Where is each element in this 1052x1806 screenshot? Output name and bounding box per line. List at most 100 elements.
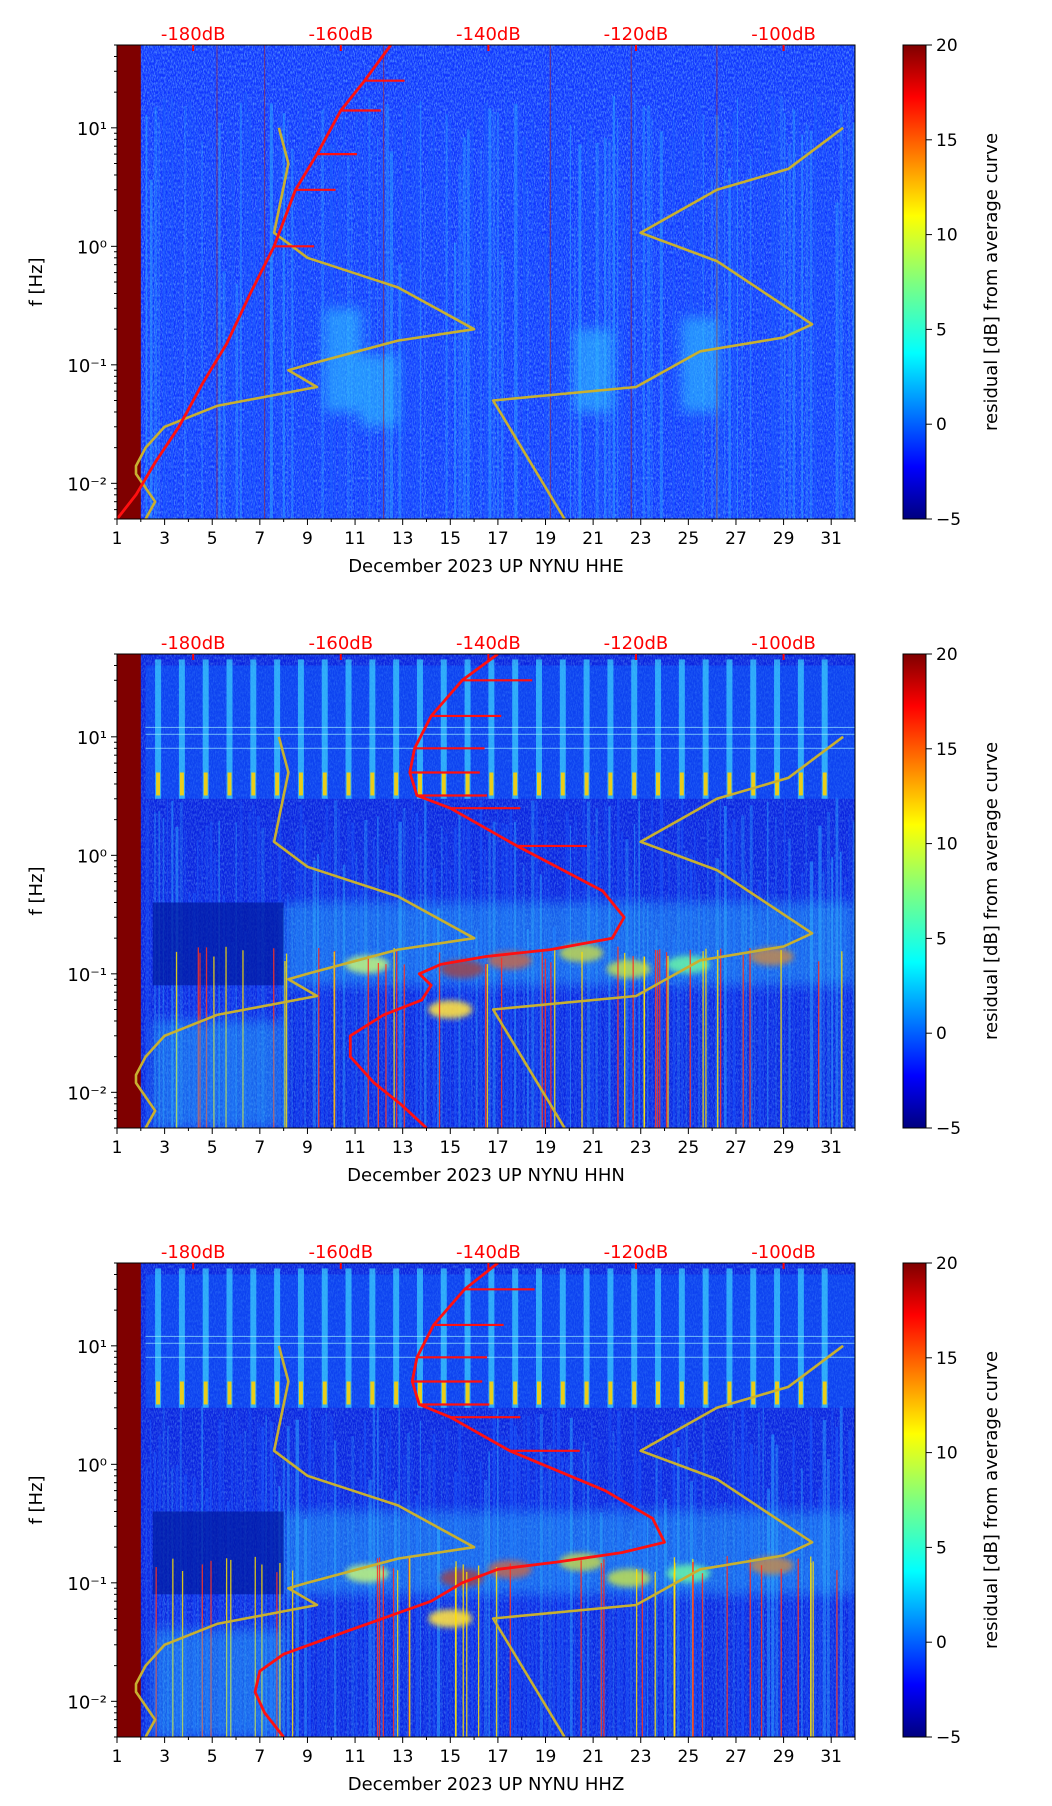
db-label: -180dB: [161, 1242, 226, 1263]
streak: [372, 138, 375, 519]
colorbar-tick-label: 15: [936, 1349, 958, 1369]
streak: [205, 1487, 209, 1737]
hf-comb: [416, 659, 423, 799]
streak: [321, 109, 325, 519]
streak: [655, 93, 657, 519]
hf-comb-base: [656, 1381, 661, 1405]
streak: [646, 902, 649, 1128]
hf-comb: [535, 1268, 542, 1408]
streak: [368, 874, 370, 1128]
hf-comb: [512, 659, 519, 799]
streak: [518, 108, 520, 519]
streak: [711, 1467, 713, 1737]
microseism-blob: [428, 1000, 473, 1019]
hf-comb: [393, 659, 400, 799]
hf-comb: [178, 1268, 185, 1408]
streak: [514, 103, 518, 519]
colorbar-tick-label: 5: [936, 929, 947, 949]
streak: [565, 1457, 569, 1737]
colorbar: 20 15 10 5 0 −5 residual [dB] from average cur…: [902, 36, 1002, 530]
streak: [655, 1457, 658, 1737]
hf-comb-base: [156, 772, 161, 796]
colorbar-tick-label: 15: [936, 740, 958, 760]
streak: [526, 185, 529, 519]
y-tick-label: 10⁻¹: [67, 356, 107, 377]
streak: [766, 294, 770, 519]
streak: [454, 242, 457, 519]
streak: [316, 854, 319, 1128]
db-label: -140dB: [456, 633, 521, 654]
x-tick-label: 5: [207, 1747, 218, 1767]
streak: [171, 95, 174, 519]
x-tick-label: 13: [392, 529, 414, 549]
streak: [274, 1463, 276, 1737]
streak: [226, 1501, 230, 1737]
streak: [466, 1474, 470, 1737]
streak: [291, 906, 293, 1128]
streak: [736, 97, 738, 519]
streak: [818, 1488, 822, 1737]
streak: [561, 908, 564, 1128]
streak: [304, 1519, 308, 1737]
db-label: -180dB: [161, 633, 226, 654]
hf-comb: [155, 659, 162, 799]
streak: [415, 1495, 419, 1737]
streak: [342, 1494, 344, 1737]
streak: [274, 901, 276, 1128]
streak: [355, 852, 358, 1128]
streak: [188, 892, 190, 1128]
streak: [676, 100, 678, 519]
streak: [411, 103, 415, 519]
hf-comb-base: [703, 772, 708, 796]
streak: [826, 1458, 830, 1737]
colorbar-label: residual [dB] from average curve: [981, 133, 1002, 431]
hf-comb: [178, 659, 185, 799]
db-label: -160dB: [308, 1242, 373, 1263]
streak: [801, 872, 804, 1128]
streak: [689, 854, 693, 1128]
streak: [299, 93, 303, 519]
streak: [796, 1527, 798, 1737]
hf-comb-base: [608, 1381, 613, 1405]
streak: [406, 172, 411, 519]
streak: [625, 188, 627, 519]
streak: [621, 191, 624, 519]
heatmap-hf-band: [145, 1268, 855, 1408]
x-tick-label: 11: [344, 1138, 366, 1158]
hf-comb-base: [156, 1381, 161, 1405]
db-label: -160dB: [308, 633, 373, 654]
hf-comb-base: [727, 772, 732, 796]
hf-comb-base: [322, 772, 327, 796]
colorbar-tick-label: 5: [936, 320, 947, 340]
colorbar: 20 15 10 5 0 −5 residual [dB] from average cur…: [902, 1254, 1002, 1748]
hf-comb-base: [560, 1381, 565, 1405]
hf-comb-base: [775, 772, 780, 796]
streak: [844, 143, 847, 519]
hf-comb-base: [394, 1381, 399, 1405]
streak: [698, 883, 700, 1128]
streak: [779, 95, 784, 519]
streak: [629, 1530, 633, 1737]
missing-data-block: [117, 1263, 141, 1737]
streak: [574, 1542, 576, 1737]
streak: [449, 868, 451, 1128]
streak: [475, 237, 478, 519]
hf-comb-base: [584, 1381, 589, 1405]
streak: [831, 95, 834, 519]
colorbar-gradient: [902, 44, 927, 520]
streak: [149, 1419, 152, 1737]
streak: [762, 925, 764, 1128]
streak: [205, 134, 209, 519]
streak: [282, 113, 285, 519]
hf-comb-base: [679, 1381, 684, 1405]
colorbar-tick-label: −5: [936, 1119, 961, 1139]
hf-comb: [440, 1268, 447, 1408]
streak: [719, 1503, 723, 1737]
energy-patch: [681, 317, 720, 412]
hf-comb-base: [727, 1381, 732, 1405]
streak: [844, 878, 847, 1128]
streak: [651, 1539, 653, 1737]
streak: [492, 112, 496, 519]
colorbar-tick-label: 10: [936, 1444, 958, 1464]
db-label: -120dB: [604, 633, 669, 654]
